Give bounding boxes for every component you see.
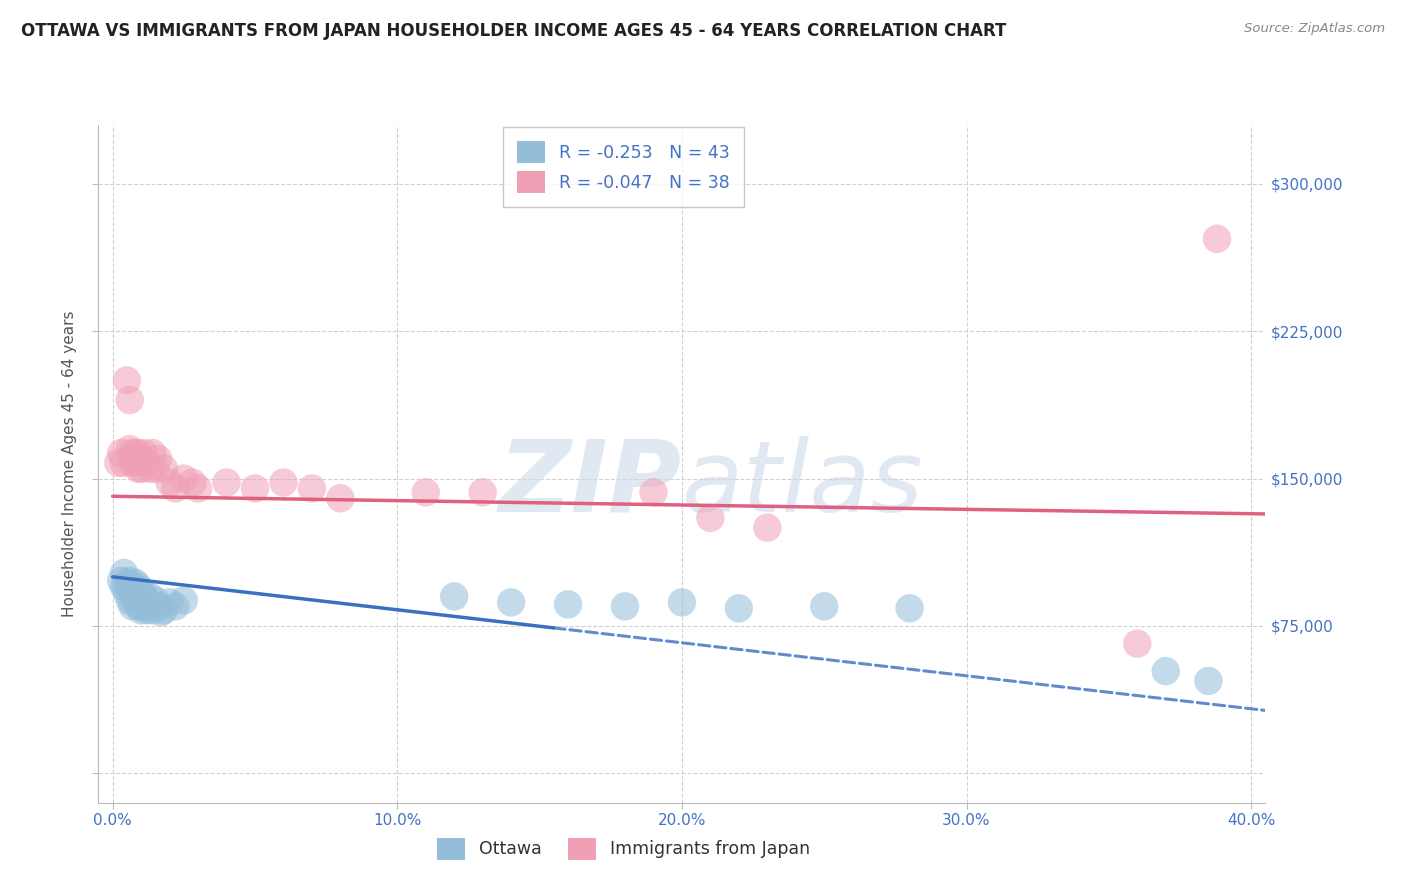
Point [129, 462, 152, 476]
Point [132, 590, 155, 604]
Point [124, 446, 146, 460]
Point [124, 456, 146, 470]
Text: ZIP: ZIP [499, 435, 682, 533]
Point [471, 485, 494, 500]
Point [121, 587, 143, 601]
Point [121, 599, 143, 614]
Point [159, 595, 181, 609]
Point [124, 583, 146, 598]
Point [443, 590, 465, 604]
Point [112, 580, 135, 594]
Point [129, 603, 152, 617]
Point [153, 462, 176, 476]
Point [118, 442, 141, 456]
Point [110, 574, 132, 588]
Point [132, 446, 155, 460]
Point [107, 456, 129, 470]
Point [173, 472, 195, 486]
Point [129, 451, 152, 466]
Point [143, 593, 166, 607]
Point [181, 475, 204, 490]
Point [127, 580, 149, 594]
Point [165, 482, 187, 496]
Point [614, 599, 637, 614]
Point [1126, 637, 1149, 651]
Point [1154, 664, 1177, 678]
Point [112, 566, 135, 580]
Point [273, 475, 295, 490]
Point [756, 521, 779, 535]
Point [138, 599, 160, 614]
Point [118, 574, 141, 588]
Point [121, 456, 143, 470]
Point [129, 593, 152, 607]
Y-axis label: Householder Income Ages 45 - 64 years: Householder Income Ages 45 - 64 years [62, 310, 77, 617]
Point [557, 598, 579, 612]
Point [138, 462, 160, 476]
Point [129, 583, 152, 598]
Point [148, 599, 170, 614]
Point [127, 446, 149, 460]
Point [135, 593, 157, 607]
Point [135, 603, 157, 617]
Point [150, 605, 173, 619]
Point [643, 485, 665, 500]
Point [165, 599, 187, 614]
Point [898, 601, 921, 615]
Point [143, 462, 166, 476]
Point [121, 446, 143, 460]
Point [415, 485, 437, 500]
Point [243, 482, 266, 496]
Point [124, 575, 146, 590]
Point [115, 575, 138, 590]
Point [115, 585, 138, 599]
Point [148, 451, 170, 466]
Point [329, 491, 352, 506]
Point [118, 392, 141, 407]
Point [132, 599, 155, 614]
Point [118, 583, 141, 598]
Point [501, 595, 523, 609]
Point [153, 603, 176, 617]
Point [110, 446, 132, 460]
Point [173, 593, 195, 607]
Point [813, 599, 835, 614]
Point [112, 456, 135, 470]
Point [115, 373, 138, 387]
Point [671, 595, 693, 609]
Point [215, 475, 238, 490]
Point [141, 446, 163, 460]
Point [138, 590, 160, 604]
Point [124, 593, 146, 607]
Point [141, 603, 163, 617]
Point [135, 456, 157, 470]
Point [127, 462, 149, 476]
Text: atlas: atlas [682, 435, 924, 533]
Point [159, 475, 181, 490]
Point [301, 482, 323, 496]
Point [187, 482, 209, 496]
Text: Source: ZipAtlas.com: Source: ZipAtlas.com [1244, 22, 1385, 36]
Point [127, 590, 149, 604]
Point [118, 593, 141, 607]
Point [699, 511, 721, 525]
Text: OTTAWA VS IMMIGRANTS FROM JAPAN HOUSEHOLDER INCOME AGES 45 - 64 YEARS CORRELATIO: OTTAWA VS IMMIGRANTS FROM JAPAN HOUSEHOL… [21, 22, 1007, 40]
Point [1206, 232, 1229, 246]
Point [1198, 673, 1220, 688]
Point [127, 599, 149, 614]
Point [727, 601, 749, 615]
Legend: Ottawa, Immigrants from Japan: Ottawa, Immigrants from Japan [425, 825, 823, 872]
